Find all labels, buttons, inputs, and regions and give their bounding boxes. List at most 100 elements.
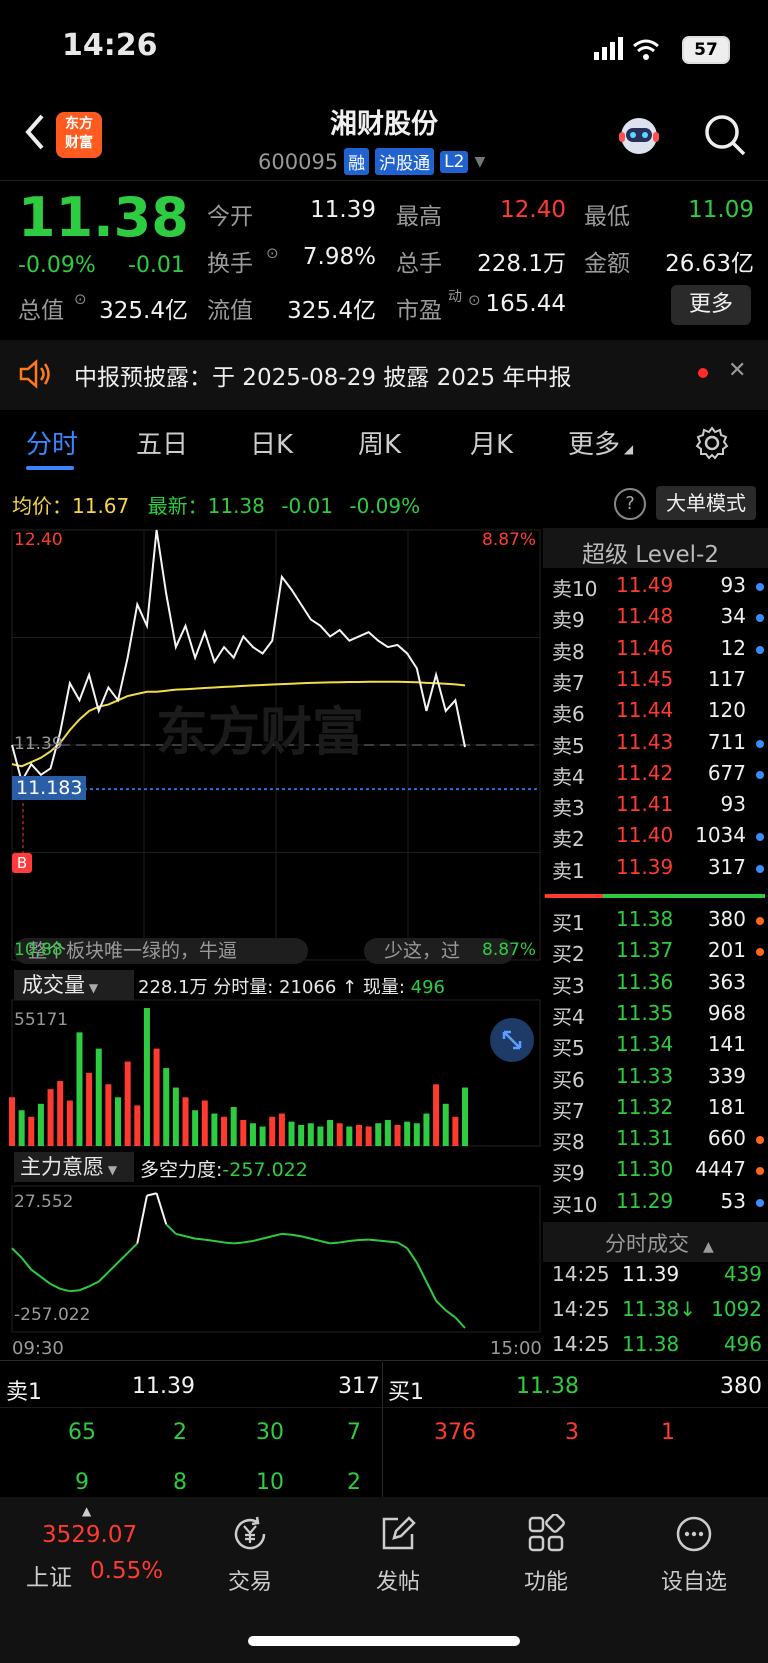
volume-bar [172, 1087, 179, 1146]
tab-five-day[interactable]: 五日 [136, 430, 189, 460]
index-value[interactable]: 3529.07 [42, 1522, 138, 1548]
ask-level-row[interactable]: 卖10 11.49 93 [548, 573, 768, 603]
bid-level-row[interactable]: 买3 11.36 363 [548, 970, 768, 1000]
flow-line-segment [155, 1192, 168, 1225]
ask-level-row[interactable]: 卖4 11.42 677 [548, 761, 768, 791]
comment-bubble[interactable]: 少这，过 [364, 938, 514, 964]
flow-line-segment [271, 1232, 283, 1238]
volume-bar [452, 1116, 459, 1146]
ref-price-label: 11.39 [14, 734, 63, 754]
volume-bar [413, 1123, 420, 1146]
volume-bar [346, 1126, 353, 1146]
tick-volume: 439 [723, 1262, 762, 1286]
bid-level-row[interactable]: 买4 11.35 968 [548, 1001, 768, 1031]
nav-functions[interactable]: 功能 [486, 1500, 606, 1596]
logo-text: 财富 [65, 135, 93, 151]
bid-price: 11.29 [616, 1188, 674, 1213]
ask-volume: 93 [720, 792, 746, 817]
info-icon[interactable]: ⊙ [74, 290, 87, 308]
bid-level-row[interactable]: 买8 11.31 660 [548, 1126, 768, 1156]
queue-buy-price: 11.38 [516, 1374, 579, 1399]
flow-bottom-label: -257.022 [14, 1305, 91, 1325]
intraday-chart[interactable]: 东方财富 [0, 485, 545, 1365]
stock-code: 600095 [258, 149, 339, 174]
tab-timeshare[interactable]: 分时 [26, 430, 79, 460]
flow-line-segment [300, 1235, 312, 1240]
bid-volume: 968 [707, 1000, 746, 1025]
expand-icon[interactable] [490, 1018, 534, 1062]
ask-level-row[interactable]: 卖1 11.39 317 [548, 855, 768, 885]
index-pct[interactable]: 0.55% [90, 1558, 164, 1584]
volume-bar [37, 1103, 44, 1146]
volume-bar [384, 1120, 391, 1146]
volume-bar [278, 1113, 285, 1146]
x-end-label: 15:00 [490, 1338, 542, 1359]
tab-more[interactable]: 更多 ◢ [568, 430, 634, 460]
ask-level-row[interactable]: 卖7 11.45 117 [548, 667, 768, 697]
help-icon[interactable]: ? [614, 488, 646, 520]
app-logo: 东方 财富 [56, 112, 102, 158]
ask-volume: 120 [707, 698, 746, 723]
ask-level-row[interactable]: 卖8 11.46 12 [548, 636, 768, 666]
settings-gear-icon[interactable] [694, 425, 730, 461]
flow-line-segment [397, 1241, 408, 1250]
index-name[interactable]: 上证 [26, 1565, 72, 1591]
ask-level-row[interactable]: 卖6 11.44 120 [548, 698, 768, 728]
pe-dynamic-sup: 动 [448, 289, 462, 305]
bid-label: 买1 [552, 911, 585, 935]
close-icon[interactable]: ✕ [728, 358, 747, 383]
bid-price: 11.35 [616, 1000, 674, 1025]
bid-level-row[interactable]: 买10 11.29 53 [548, 1189, 768, 1219]
volume-bar [269, 1116, 276, 1146]
more-button[interactable]: 更多 [671, 285, 751, 325]
bid-level-row[interactable]: 买2 11.37 201 [548, 938, 768, 968]
flow-line-segment [223, 1241, 234, 1245]
volume-bar [86, 1072, 93, 1146]
ask-price: 11.45 [616, 666, 674, 691]
level2-title: 超级 Level-2 [582, 542, 719, 568]
search-icon[interactable] [700, 110, 750, 160]
queue-buy-label: 买1 [388, 1380, 424, 1405]
ask-level-row[interactable]: 卖5 11.43 711 [548, 730, 768, 760]
ask-price: 11.46 [616, 635, 674, 660]
tab-monthly-k[interactable]: 月K [470, 430, 514, 460]
bid-level-row[interactable]: 买6 11.33 339 [548, 1064, 768, 1094]
volume-indicator-select[interactable]: 成交量 ▼ [14, 970, 134, 1000]
ask-level-row[interactable]: 卖2 11.40 1034 [548, 823, 768, 853]
tab-more-label: 更多 [568, 430, 621, 460]
nav-post[interactable]: 发帖 [338, 1500, 458, 1596]
flow-label: 多空力度: [140, 1159, 223, 1181]
bid-volume: 363 [707, 969, 746, 994]
back-arrow-icon[interactable] [20, 112, 50, 152]
volume-bar [365, 1126, 372, 1146]
flow-indicator-select[interactable]: 主力意愿 ▼ [14, 1152, 134, 1182]
ticks-header[interactable] [543, 1222, 768, 1262]
large-order-dot [756, 917, 764, 925]
ask-level-row[interactable]: 卖3 11.41 93 [548, 792, 768, 822]
ask-level-row[interactable]: 卖9 11.48 34 [548, 604, 768, 634]
tab-weekly-k[interactable]: 周K [358, 430, 402, 460]
tab-daily-k[interactable]: 日K [250, 430, 294, 460]
robot-assistant-icon[interactable] [614, 112, 664, 162]
bid-label: 买3 [552, 973, 585, 998]
ask-price: 11.42 [616, 760, 674, 785]
bid-level-row[interactable]: 买1 11.38 380 [548, 907, 768, 937]
info-icon[interactable]: ⊙ [468, 291, 481, 309]
volume-panel-frame [11, 999, 541, 1147]
stock-code-row[interactable]: 600095 融 沪股通 L2 ▼ [258, 148, 485, 175]
info-icon[interactable]: ⊙ [266, 244, 279, 262]
volume-bar [134, 1105, 141, 1146]
nav-trade[interactable]: 交易 [190, 1500, 310, 1596]
big-order-mode-button[interactable]: 大单模式 [656, 486, 756, 520]
buy-marker[interactable]: B [12, 853, 32, 873]
comment-bubble[interactable]: 整个板块唯一绿的，牛逼 [14, 938, 308, 964]
flow-line-segment [349, 1239, 360, 1243]
flow-title: 主力意愿 [20, 1155, 104, 1179]
bid-level-row[interactable]: 买5 11.34 141 [548, 1032, 768, 1062]
volume-bar [394, 1124, 401, 1146]
nav-watchlist[interactable]: 设自选 [634, 1500, 754, 1596]
bid-level-row[interactable]: 买7 11.32 181 [548, 1095, 768, 1125]
flow-line-segment [425, 1281, 437, 1302]
notice-bar[interactable] [0, 340, 768, 410]
bid-level-row[interactable]: 买9 11.30 4447 [548, 1157, 768, 1187]
